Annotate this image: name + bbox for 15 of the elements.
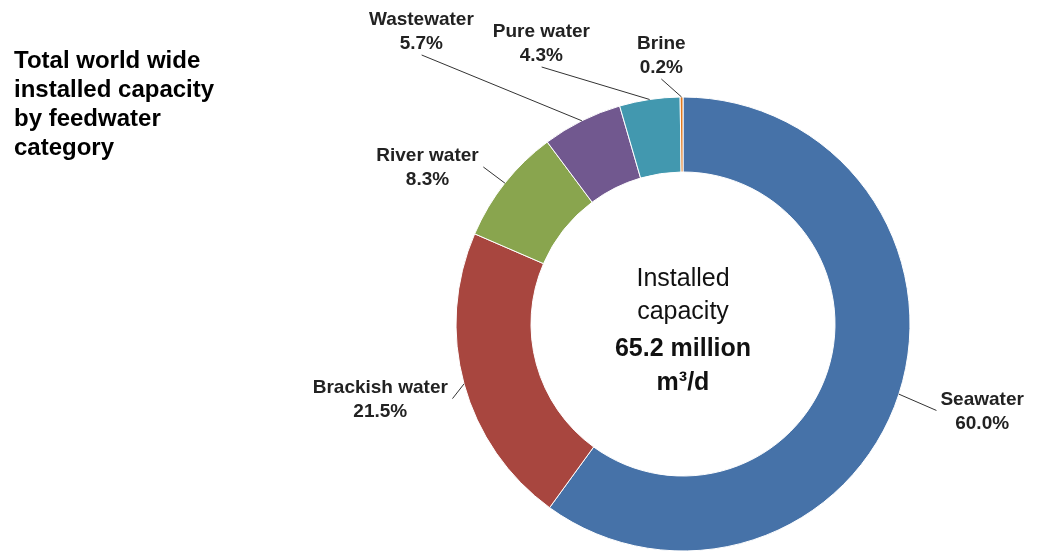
slice-label: Pure water bbox=[492, 20, 591, 41]
data-label: 8.3% bbox=[405, 168, 450, 190]
data-label: 60.0% bbox=[955, 411, 1010, 433]
text: Total world wide installed capacity by feedwater category bbox=[14, 46, 215, 160]
text: Installed capacity bbox=[636, 263, 730, 324]
data-label: 21.5% bbox=[353, 400, 408, 422]
slice-label: Brackish water bbox=[312, 376, 449, 398]
data-label: 4.3% bbox=[519, 44, 564, 65]
data-label: 5.7% bbox=[399, 32, 444, 53]
slice-label: River water bbox=[376, 144, 480, 166]
text: 65.2 million m³/d bbox=[614, 333, 752, 395]
data-label: 0.2% bbox=[639, 56, 684, 77]
slice-label: Brine bbox=[637, 32, 686, 53]
slice-label: Seawater bbox=[940, 387, 1025, 409]
slice-label: Wastewater bbox=[368, 8, 475, 29]
